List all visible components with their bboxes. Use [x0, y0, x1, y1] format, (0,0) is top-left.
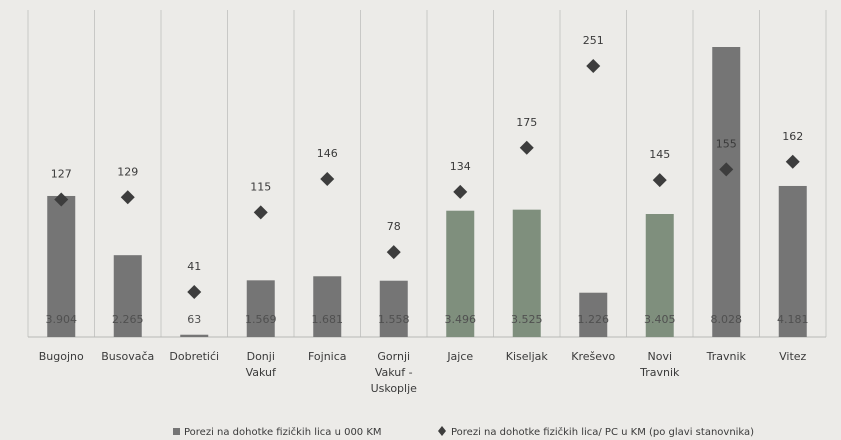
diamond-value-label: 129	[117, 165, 138, 178]
category-label: Vakuf -	[375, 366, 413, 379]
category-label: Travnik	[639, 366, 680, 379]
legend-diamond-swatch	[438, 426, 446, 436]
diamond-marker	[386, 245, 401, 260]
diamond-marker	[54, 192, 69, 207]
category-label: Busovača	[101, 350, 154, 363]
bar-value-label: 63	[187, 313, 201, 326]
category-label: Uskoplje	[371, 382, 418, 395]
bar-value-label: 1.681	[312, 313, 344, 326]
bar	[579, 292, 608, 337]
category-label: Dobretići	[169, 350, 219, 363]
diamond-marker	[785, 154, 800, 169]
diamond-series	[54, 59, 800, 299]
diamond-value-label: 251	[583, 34, 604, 47]
category-axis-labels: Bugojno Busovača Dobretići Donji Vakuf Fojnic…	[39, 350, 807, 395]
diamond-value-label: 145	[649, 148, 670, 161]
bar-value-label: 8.028	[711, 313, 743, 326]
legend: Porezi na dohotke fizičkih lica u 000 KM…	[173, 426, 754, 438]
category-label: Vitez	[779, 350, 806, 363]
bar-value-label: 1.569	[245, 313, 277, 326]
diamond-marker	[253, 205, 268, 220]
category-label: Jajce	[446, 350, 473, 363]
diamond-value-label: 155	[716, 137, 737, 150]
bar	[379, 280, 408, 337]
category-label: Vakuf	[246, 366, 277, 379]
bar-value-labels: 3.904 2.265 63 1.569 1.681 1.558 3.496 3.525 1.2…	[46, 313, 809, 326]
diamond-value-label: 127	[51, 167, 72, 180]
diamond-marker	[453, 184, 468, 199]
bar-value-label: 1.226	[578, 313, 610, 326]
bar-value-label: 3.904	[46, 313, 78, 326]
diamond-marker	[120, 190, 135, 205]
category-label: Bugojno	[39, 350, 84, 363]
bar	[246, 280, 275, 337]
bar	[446, 210, 475, 337]
bar-value-label: 2.265	[112, 313, 144, 326]
category-label: Fojnica	[308, 350, 347, 363]
bar	[778, 185, 807, 337]
bar	[47, 195, 76, 337]
diamond-value-label: 162	[782, 130, 803, 143]
diamond-value-label: 78	[387, 220, 401, 233]
bar-value-label: 3.405	[644, 313, 676, 326]
bar-value-label: 3.496	[445, 313, 477, 326]
category-separators	[27, 10, 827, 338]
diamond-marker	[652, 173, 667, 188]
diamond-value-label: 115	[250, 180, 271, 193]
bar	[712, 47, 741, 337]
bar-value-label: 1.558	[378, 313, 410, 326]
bar	[180, 334, 209, 337]
diamond-marker	[586, 59, 601, 73]
category-label: Kreševo	[571, 350, 615, 363]
category-label: Donji	[247, 350, 275, 363]
bar-value-label: 4.181	[777, 313, 809, 326]
diamond-value-label: 175	[516, 116, 537, 129]
diamond-marker	[519, 140, 534, 155]
bar	[313, 276, 342, 337]
diamond-marker	[320, 172, 335, 186]
bar-value-label: 3.525	[511, 313, 543, 326]
bar	[512, 209, 541, 337]
diamond-value-label: 41	[187, 260, 201, 273]
category-label: Travnik	[706, 350, 747, 363]
bar	[113, 255, 142, 337]
category-label: Gornji	[377, 350, 410, 363]
diamond-value-labels: 127 129 41 115 146 78 134 175 251 145 155 162	[51, 34, 804, 273]
diamond-value-label: 146	[317, 147, 338, 160]
diamond-marker	[187, 285, 202, 299]
category-label: Kiseljak	[506, 350, 549, 363]
diamond-value-label: 134	[450, 160, 471, 173]
bar	[645, 213, 674, 337]
legend-bar-swatch	[173, 428, 180, 435]
legend-bar-label: Porezi na dohotke fizičkih lica u 000 KM	[184, 426, 382, 438]
legend-diamond-label: Porezi na dohotke fizičkih lica/ PC u KM…	[451, 426, 754, 438]
diamond-marker	[719, 162, 734, 177]
bar-series	[47, 47, 807, 337]
category-label: Novi	[647, 350, 672, 363]
